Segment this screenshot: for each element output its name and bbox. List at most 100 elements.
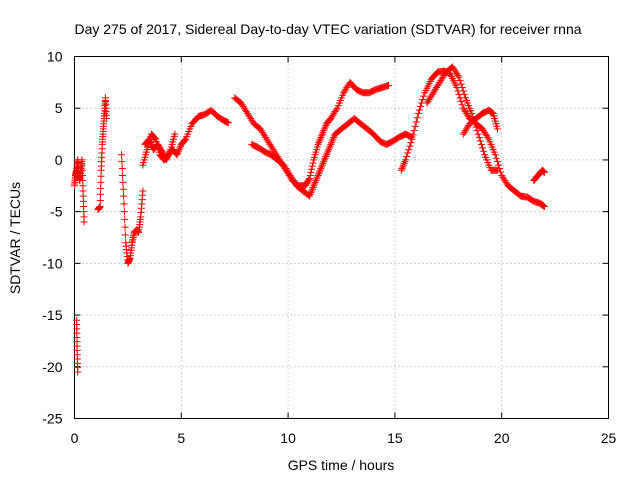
data-point xyxy=(313,173,321,181)
data-point xyxy=(456,77,464,85)
data-point xyxy=(325,144,333,152)
data-point xyxy=(494,161,502,169)
y-tick-label: 10 xyxy=(47,49,63,65)
data-point xyxy=(400,159,408,167)
x-axis-label: GPS time / hours xyxy=(288,457,395,473)
data-point xyxy=(120,192,128,200)
x-tick-label: 15 xyxy=(387,430,403,446)
data-point xyxy=(320,156,328,164)
data-point xyxy=(96,202,104,210)
data-point xyxy=(323,151,331,159)
data-point xyxy=(401,158,409,166)
data-point xyxy=(480,147,488,155)
data-point xyxy=(150,134,158,142)
data-point xyxy=(318,161,326,169)
data-point xyxy=(414,109,422,117)
data-point xyxy=(181,136,189,144)
data-point xyxy=(97,178,105,186)
data-point xyxy=(121,223,129,231)
data-point xyxy=(309,159,317,167)
data-point xyxy=(162,156,170,164)
data-point xyxy=(454,71,462,79)
data-point xyxy=(458,84,466,92)
data-point xyxy=(404,149,412,157)
data-point xyxy=(306,171,314,179)
data-point xyxy=(308,165,316,173)
y-tick-label: -5 xyxy=(50,204,63,220)
data-point xyxy=(147,140,155,148)
data-point xyxy=(307,189,315,197)
data-point xyxy=(488,108,496,116)
data-point xyxy=(457,80,465,88)
data-point xyxy=(497,168,505,176)
data-point xyxy=(419,96,427,104)
data-point xyxy=(402,156,410,164)
data-point xyxy=(409,131,417,139)
data-point xyxy=(457,97,465,105)
data-point xyxy=(146,137,154,145)
data-point xyxy=(120,208,128,216)
data-point xyxy=(321,154,329,162)
data-point xyxy=(145,135,153,143)
data-point xyxy=(311,178,319,186)
y-tick-label: 0 xyxy=(55,152,63,168)
data-point xyxy=(406,142,414,150)
data-point xyxy=(473,127,481,135)
data-point xyxy=(323,149,331,157)
data-point xyxy=(384,81,392,89)
data-point xyxy=(118,165,126,173)
data-point xyxy=(174,147,182,155)
grid-lines xyxy=(74,56,609,419)
y-tick-label: -10 xyxy=(42,255,62,271)
data-point xyxy=(492,154,500,162)
data-point xyxy=(397,166,405,174)
data-point xyxy=(327,140,335,148)
data-point xyxy=(174,149,182,157)
data-point xyxy=(329,135,337,143)
x-tick-label: 5 xyxy=(177,430,185,446)
data-point xyxy=(407,139,415,147)
data-point xyxy=(176,144,184,152)
data-point xyxy=(119,171,127,179)
data-point xyxy=(309,184,317,192)
data-point xyxy=(313,175,321,183)
x-tick-label: 25 xyxy=(601,430,617,446)
data-point xyxy=(319,159,327,167)
data-point xyxy=(74,368,82,376)
data-point xyxy=(224,119,232,127)
data-point xyxy=(540,168,548,176)
data-point xyxy=(493,125,501,133)
data-point xyxy=(455,73,463,81)
data-point xyxy=(310,180,318,188)
data-point xyxy=(484,134,492,142)
data-point xyxy=(328,137,336,145)
plot-frame xyxy=(74,56,609,419)
data-point xyxy=(412,118,420,126)
data-point xyxy=(328,139,336,147)
data-point xyxy=(308,187,316,195)
data-point xyxy=(318,130,326,138)
data-point xyxy=(488,109,496,117)
data-point xyxy=(408,135,416,143)
data-point xyxy=(540,202,548,210)
data-point xyxy=(493,158,501,166)
data-point xyxy=(415,106,423,114)
data-point xyxy=(316,166,324,174)
data-point xyxy=(308,185,316,193)
data-point xyxy=(103,115,111,123)
y-tick-label: -20 xyxy=(42,359,62,375)
data-point xyxy=(121,231,129,239)
data-point xyxy=(315,137,323,145)
data-point xyxy=(326,142,334,150)
data-point xyxy=(316,135,324,143)
data-point xyxy=(310,182,318,190)
y-tick-label: -25 xyxy=(42,411,62,427)
x-axis: 0 5 10 15 20 25 xyxy=(71,56,617,446)
data-point xyxy=(164,152,172,160)
data-point xyxy=(474,130,482,138)
data-points xyxy=(71,63,548,376)
data-point xyxy=(139,187,147,195)
data-point xyxy=(97,172,105,180)
x-tick-label: 0 xyxy=(71,430,79,446)
data-point xyxy=(175,146,183,154)
